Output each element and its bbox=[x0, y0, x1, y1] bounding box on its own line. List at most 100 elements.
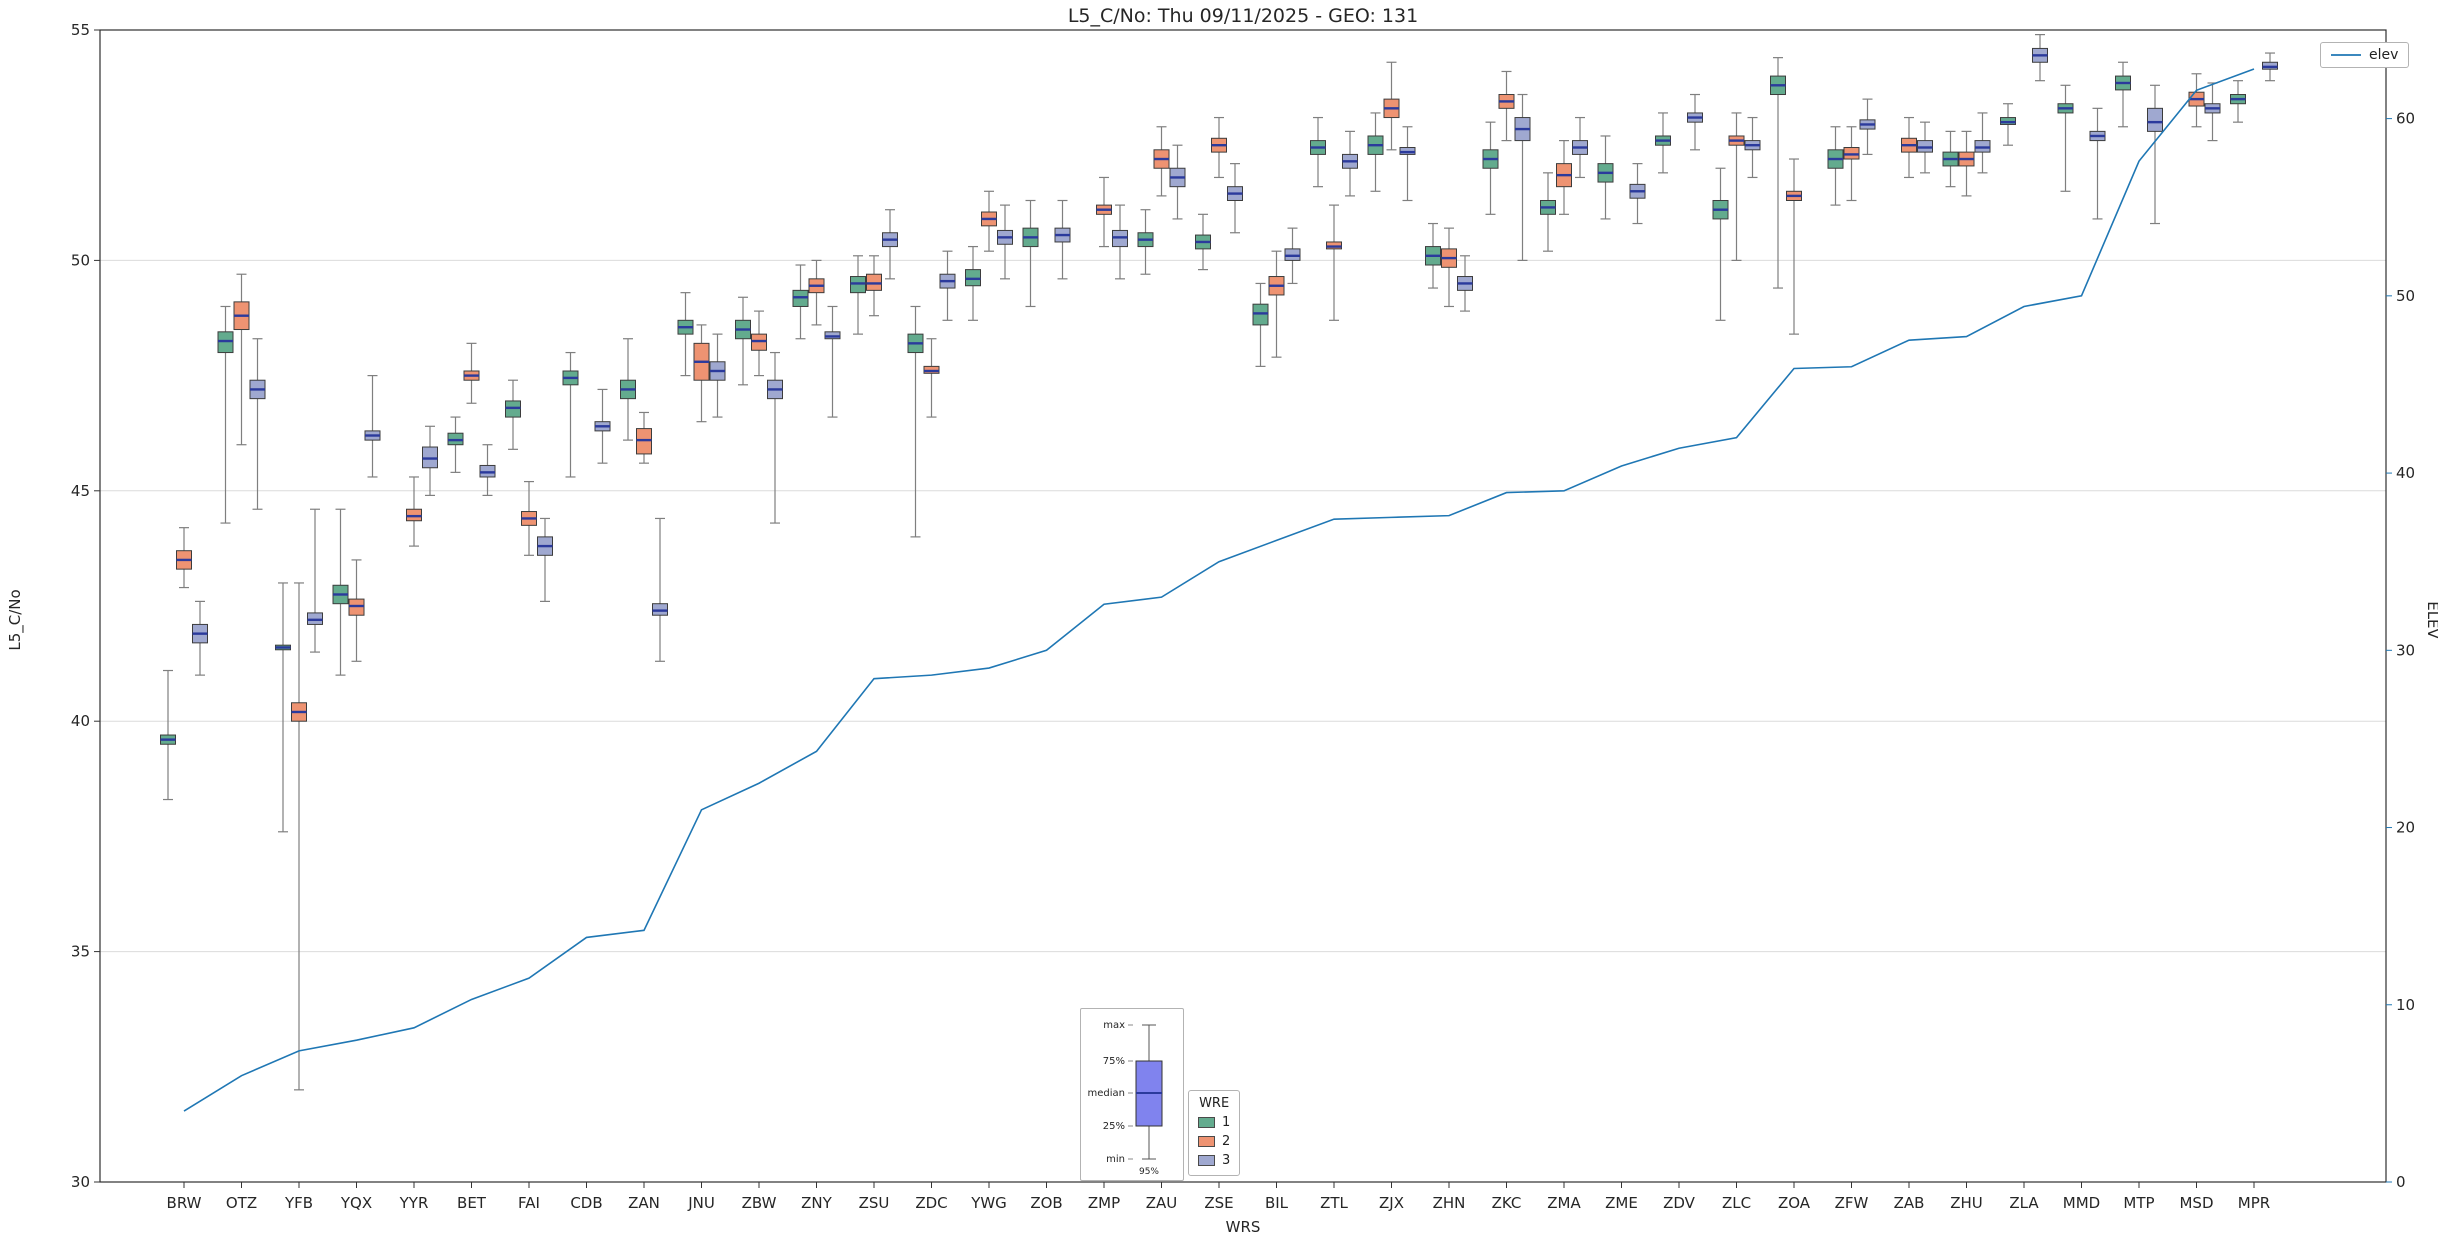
x-tick-label: YFB bbox=[284, 1194, 313, 1212]
x-tick-label: BIL bbox=[1265, 1194, 1289, 1212]
box-FAI-wre1 bbox=[505, 379, 521, 450]
x-tick-label: ZOB bbox=[1030, 1194, 1062, 1212]
box-JNU-wre3 bbox=[709, 333, 726, 418]
box-ZTL-wre2 bbox=[1326, 204, 1342, 321]
x-tick-label: ZTL bbox=[1320, 1194, 1348, 1212]
box-BIL-wre3 bbox=[1284, 227, 1301, 285]
x-tick-label: ZSU bbox=[859, 1194, 890, 1212]
box-ZMA-wre1 bbox=[1540, 172, 1556, 252]
box-legend-label: max bbox=[1103, 1020, 1125, 1031]
box-ZBW-wre3 bbox=[767, 351, 783, 524]
x-tick-label: ZDV bbox=[1663, 1194, 1696, 1212]
wre-legend-item-3: 3 bbox=[1198, 1153, 1230, 1168]
box-legend-bottom-label: 95% bbox=[1139, 1167, 1159, 1177]
box-ZHU-wre2 bbox=[1958, 130, 1975, 197]
box-ZHN-wre3 bbox=[1457, 255, 1473, 312]
box-ZDV-wre3 bbox=[1687, 93, 1703, 151]
x-tick-label: CDB bbox=[570, 1194, 602, 1212]
x-tick-label: ZAU bbox=[1146, 1194, 1178, 1212]
box-ZME-wre3 bbox=[1629, 163, 1646, 225]
box-MPR-wre1 bbox=[2230, 80, 2246, 123]
x-tick-label: OTZ bbox=[226, 1194, 257, 1212]
elev-line bbox=[183, 68, 2255, 1112]
box-ZAU-wre2 bbox=[1153, 126, 1170, 197]
box-ZJX-wre2 bbox=[1383, 61, 1400, 151]
y-right-tick-label: 10 bbox=[2396, 996, 2415, 1014]
wre-legend: WRE 1 2 3 bbox=[1188, 1090, 1241, 1176]
x-tick-label: MTP bbox=[2123, 1194, 2154, 1212]
y-right-tick-label: 50 bbox=[2396, 287, 2415, 305]
box-FAI-wre2 bbox=[521, 480, 537, 556]
box-BRW-wre1 bbox=[160, 669, 176, 801]
x-tick-label: ZBW bbox=[742, 1194, 777, 1212]
box-ZTL-wre3 bbox=[1342, 130, 1358, 197]
box-OTZ-wre3 bbox=[249, 338, 266, 510]
box-ZLC-wre2 bbox=[1728, 112, 1745, 261]
x-tick-label: ZOA bbox=[1778, 1194, 1811, 1212]
wre-legend-item-1: 1 bbox=[1198, 1115, 1230, 1130]
box-YFB-wre3 bbox=[307, 508, 323, 653]
x-tick-label: ZHU bbox=[1950, 1194, 1983, 1212]
box-ZHN-wre2 bbox=[1441, 227, 1457, 308]
box-ZHU-wre3 bbox=[1974, 112, 1991, 174]
x-tick-label: ZDC bbox=[915, 1194, 947, 1212]
box-ZLC-wre3 bbox=[1744, 116, 1761, 179]
box-ZTL-wre1 bbox=[1310, 116, 1326, 188]
x-tick-label: YWG bbox=[970, 1194, 1007, 1212]
box-YWG-wre3 bbox=[997, 204, 1013, 280]
y-left-tick-label: 30 bbox=[71, 1173, 90, 1191]
box-ZAN-wre3 bbox=[652, 517, 668, 662]
box-ZOA-wre1 bbox=[1770, 57, 1786, 289]
box-ZAN-wre1 bbox=[620, 338, 636, 441]
x-tick-label: ZMA bbox=[1547, 1194, 1581, 1212]
wre-item-label: 3 bbox=[1222, 1153, 1231, 1168]
box-BET-wre2 bbox=[463, 342, 480, 404]
x-tick-label: ZHN bbox=[1433, 1194, 1466, 1212]
box-BRW-wre2 bbox=[176, 527, 192, 589]
box-ZFW-wre3 bbox=[1859, 98, 1876, 156]
box-MTP-wre3 bbox=[2147, 84, 2163, 225]
box-ZMP-wre3 bbox=[1112, 204, 1128, 280]
wre-item-label: 2 bbox=[1222, 1134, 1231, 1149]
box-legend-label: median bbox=[1088, 1088, 1126, 1099]
x-tick-label: ZMP bbox=[1088, 1194, 1120, 1212]
box-ZFW-wre2 bbox=[1843, 126, 1860, 202]
y-left-tick-label: 45 bbox=[71, 482, 90, 500]
box-CDB-wre1 bbox=[562, 351, 579, 478]
left-axis-title: L5_C/No bbox=[6, 589, 25, 650]
box-YQX-wre2 bbox=[348, 559, 365, 662]
plot-layers: 30 35 40 45 50 55 0 10 20 30 40 50 60 BRW OTZ YFB YQX YYR… bbox=[71, 21, 2415, 1212]
box-YFB-wre1 bbox=[275, 582, 291, 833]
box-YYR-wre2 bbox=[406, 476, 422, 547]
box-ZBW-wre1 bbox=[735, 296, 751, 386]
box-MTP-wre1 bbox=[2115, 61, 2131, 128]
box-BET-wre3 bbox=[479, 444, 496, 497]
elev-legend: elev bbox=[2320, 42, 2410, 68]
box-ZAU-wre1 bbox=[1137, 209, 1154, 275]
wre-swatch-1 bbox=[1198, 1117, 1215, 1128]
box-ZHU-wre1 bbox=[1942, 130, 1959, 188]
box-ZDC-wre3 bbox=[939, 250, 956, 321]
box-BIL-wre1 bbox=[1252, 282, 1269, 367]
box-MMD-wre3 bbox=[2089, 107, 2106, 220]
box-ZLC-wre1 bbox=[1712, 167, 1729, 321]
elev-line-icon bbox=[2331, 54, 2361, 56]
box-ZMA-wre2 bbox=[1556, 139, 1572, 215]
box-YQX-wre1 bbox=[332, 508, 349, 676]
x-tick-label: ZSE bbox=[1204, 1194, 1233, 1212]
box-ZLA-wre1 bbox=[2000, 103, 2016, 146]
box-ZNY-wre1 bbox=[792, 264, 809, 340]
box-ZDV-wre1 bbox=[1655, 112, 1671, 174]
y-right-tick-label: 20 bbox=[2396, 819, 2415, 837]
x-tick-label: FAI bbox=[518, 1194, 540, 1212]
x-tick-label: MPR bbox=[2238, 1194, 2270, 1212]
box-ZMA-wre3 bbox=[1572, 116, 1588, 179]
y-right-tick-label: 0 bbox=[2396, 1173, 2406, 1191]
x-tick-label: ZAN bbox=[628, 1194, 660, 1212]
y-right-tick-label: 60 bbox=[2396, 110, 2415, 128]
wre-legend-item-2: 2 bbox=[1198, 1134, 1230, 1149]
wre-legend-title: WRE bbox=[1199, 1096, 1230, 1111]
box-ZJX-wre3 bbox=[1399, 126, 1416, 202]
right-axis-title: ELEV bbox=[2424, 601, 2438, 639]
